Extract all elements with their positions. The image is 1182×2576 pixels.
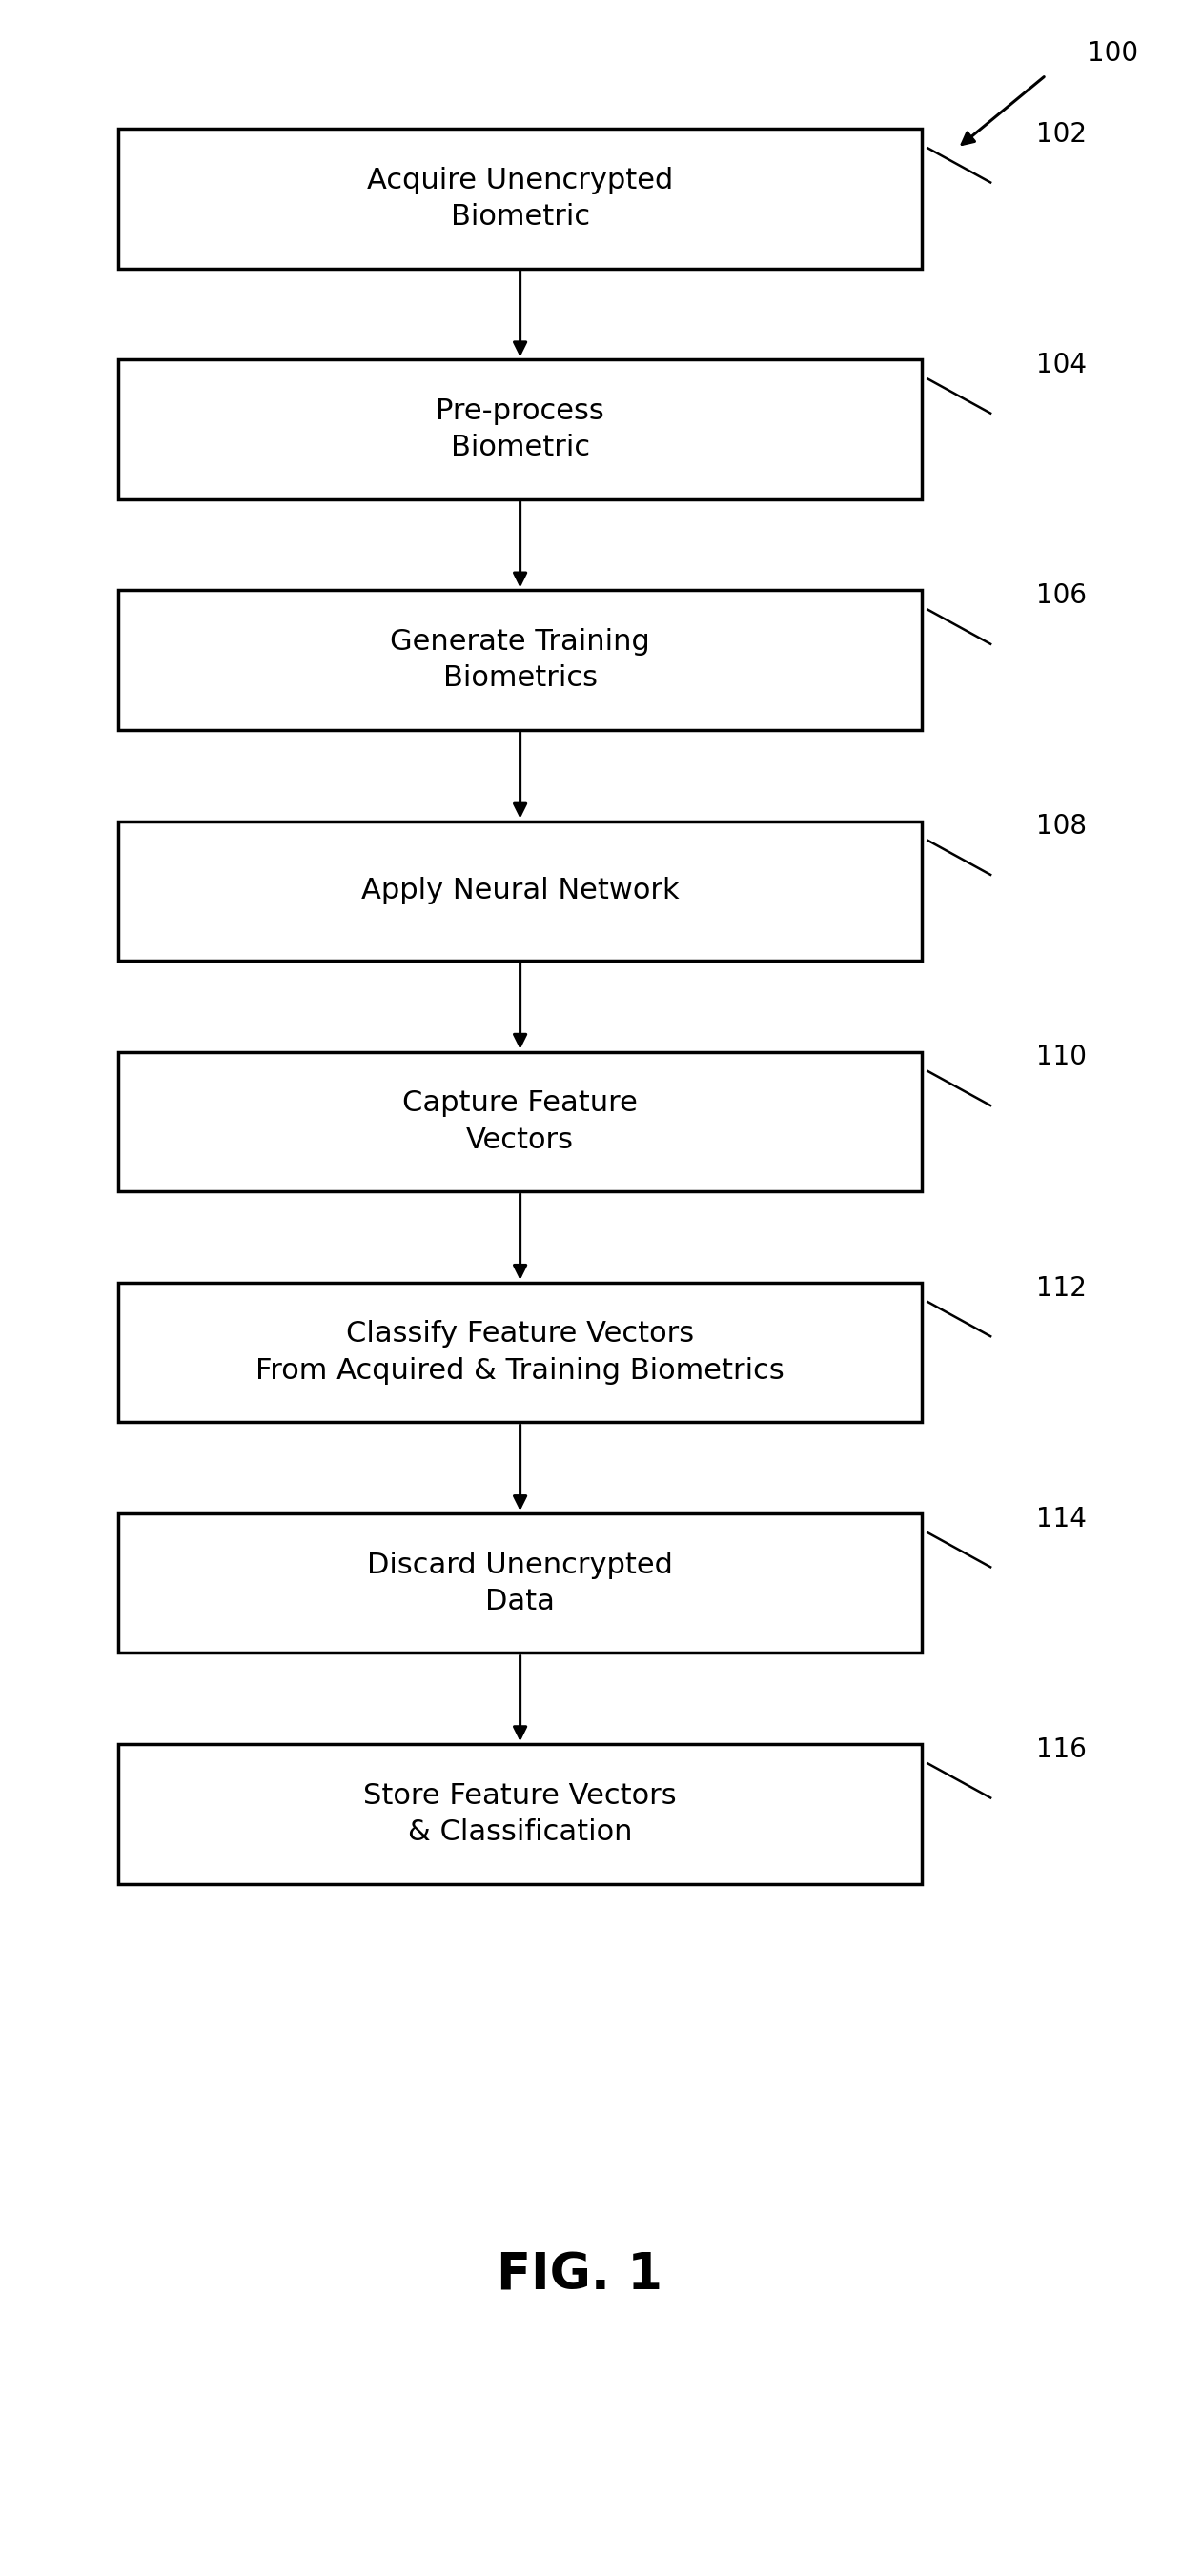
Bar [118, 1051, 922, 1190]
Text: 100: 100 [1087, 41, 1138, 67]
Bar [118, 361, 922, 500]
Text: Pre-process
Biometric: Pre-process Biometric [436, 397, 604, 461]
Text: Generate Training
Biometrics: Generate Training Biometrics [390, 629, 650, 693]
Text: 102: 102 [1037, 121, 1087, 147]
Bar [118, 1283, 922, 1422]
Text: 110: 110 [1037, 1043, 1087, 1072]
Text: Discard Unencrypted
Data: Discard Unencrypted Data [368, 1551, 673, 1615]
Text: 116: 116 [1037, 1736, 1087, 1762]
Text: 106: 106 [1037, 582, 1087, 608]
Text: 104: 104 [1037, 350, 1087, 379]
Text: Acquire Unencrypted
Biometric: Acquire Unencrypted Biometric [366, 167, 674, 232]
Text: Store Feature Vectors
& Classification: Store Feature Vectors & Classification [363, 1783, 677, 1847]
Text: 114: 114 [1037, 1504, 1087, 1533]
Bar [118, 1744, 922, 1883]
Text: FIG. 1: FIG. 1 [496, 2251, 662, 2300]
Text: 112: 112 [1037, 1275, 1087, 1301]
Bar [118, 1512, 922, 1654]
Bar [118, 129, 922, 268]
Bar [118, 590, 922, 729]
Bar [118, 822, 922, 961]
Text: Apply Neural Network: Apply Neural Network [361, 876, 680, 904]
Text: Capture Feature
Vectors: Capture Feature Vectors [402, 1090, 638, 1154]
Text: 108: 108 [1037, 814, 1087, 840]
Text: Classify Feature Vectors
From Acquired & Training Biometrics: Classify Feature Vectors From Acquired &… [255, 1321, 785, 1383]
